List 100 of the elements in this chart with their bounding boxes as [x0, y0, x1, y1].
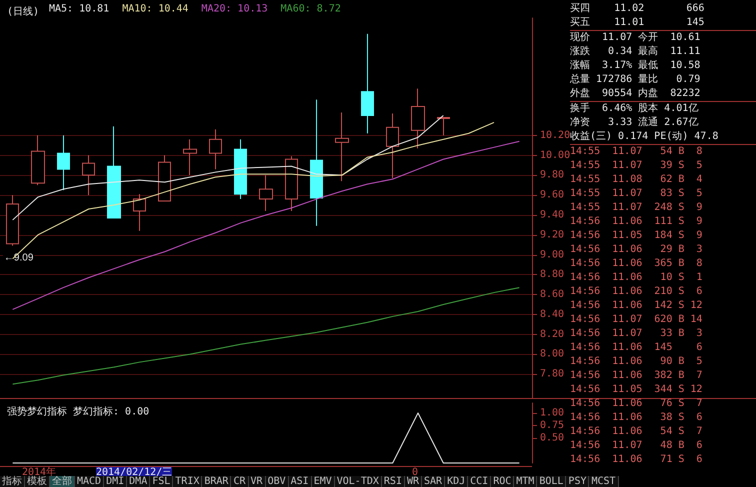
y-tick-label: 8.00 [540, 348, 564, 360]
candlestick [209, 128, 222, 170]
text: MCST [589, 476, 619, 487]
text: 买四 11.02 666 [570, 2, 706, 16]
text: VR [248, 476, 266, 487]
text: BOLL [537, 476, 566, 487]
y-tick-label: 10.00 [540, 150, 570, 161]
text: 外盘 90554 内盘 82232 [570, 87, 756, 102]
text: 涨幅 3.17% 最低 10.58 [570, 59, 702, 73]
text: BRAR [202, 476, 232, 487]
candlestick [411, 88, 425, 149]
candlestick [82, 154, 95, 196]
text: EMV [312, 476, 335, 487]
text: 0 [412, 467, 418, 478]
text: 买五 11.01 145 [570, 16, 756, 31]
text: 换手 6.46% 股本 4.01亿 [570, 102, 700, 116]
text: 模板 [25, 476, 50, 487]
text: KDJ [445, 476, 468, 487]
candlestick [386, 112, 399, 179]
text: TRIX [173, 476, 202, 487]
text: MTM [514, 476, 538, 487]
candlestick [158, 154, 171, 202]
y-tick-label: 8.60 [540, 289, 564, 300]
text: 14:56 11.07 48 B 6 [570, 439, 704, 453]
text: 14:55 11.07 54 B 8 [570, 145, 704, 159]
text: 指标 [0, 476, 25, 487]
candlestick [57, 134, 70, 191]
text: ASI [288, 476, 312, 487]
text: MA20: 10.13 [201, 4, 268, 14]
text: 14:55 11.07 83 S 5 [570, 187, 704, 201]
y-tick-label: 0.75 [540, 420, 564, 431]
text: 2014/02/12/三 [96, 467, 172, 478]
text: 净资 3.33 流通 2.67亿 [570, 116, 700, 130]
candlestick [31, 134, 45, 186]
text: 14:56 11.06 38 S 6 [570, 411, 704, 425]
text: 14:56 11.06 90 B 5 [570, 355, 704, 369]
text: 14:56 11.06 10 S 1 [570, 271, 704, 285]
candlestick [133, 194, 146, 232]
text: 14:56 11.06 29 B 3 [570, 243, 704, 257]
y-tick-label: 8.20 [540, 328, 564, 340]
text: 14:56 11.07 620 B 14 [570, 313, 704, 327]
y-tick-label: 9.20 [540, 229, 564, 240]
text: WR [404, 476, 422, 487]
y-tick-label: 8.80 [540, 269, 564, 280]
text: 14:56 11.06 382 B 7 [570, 369, 704, 383]
text: 14:56 11.06 145 6 [570, 341, 704, 355]
y-tick-label: 9.00 [540, 249, 564, 260]
candlestick [183, 138, 197, 176]
text: VOL-TDX [334, 476, 382, 487]
candlestick [285, 156, 298, 212]
text: DMA [127, 476, 150, 487]
y-tick-label: 8.40 [540, 308, 564, 320]
text: 14:56 11.06 71 S 6 [570, 453, 704, 467]
candlestick [310, 99, 323, 226]
annotation: ←9.09 [4, 252, 34, 264]
text: DMI [104, 476, 128, 487]
text: MACD [75, 476, 104, 487]
text: 14:56 11.06 365 B 8 [570, 257, 704, 271]
text: 14:55 11.07 248 S 9 [570, 201, 704, 215]
text: 14:56 11.05 184 S 9 [570, 229, 704, 243]
text: PSY [566, 476, 590, 487]
text: MA5: 10.81 [49, 4, 110, 14]
candlestick [335, 112, 349, 182]
y-tick-label: 0.50 [540, 432, 564, 444]
y-tick-label: 9.80 [540, 170, 564, 181]
line-series [12, 287, 520, 385]
y-tick-label: 9.40 [540, 209, 564, 220]
candlestick [6, 194, 19, 246]
text: 涨跌 0.34 最高 11.11 [570, 45, 702, 59]
chart-title: 强势梦幻指标 梦幻指标: 0.00 [7, 406, 150, 418]
text: 收益(三) 0.174 PE(动) 47.8 [570, 130, 756, 145]
text: 14:56 11.07 33 B 3 [570, 327, 704, 341]
text: 14:55 11.07 39 S 5 [570, 159, 704, 173]
text: FSL [150, 476, 174, 487]
text: 现价 11.07 今开 10.61 [570, 31, 702, 45]
y-tick-label: 9.60 [540, 190, 564, 201]
chart-title: (日线) [7, 6, 40, 18]
text: RSI [382, 476, 405, 487]
text: 14:56 11.06 111 S 9 [570, 215, 704, 229]
text: 总量 172786 量比 0.79 [570, 73, 702, 87]
text: CCI [468, 476, 492, 487]
candlestick [107, 126, 121, 218]
y-tick-label: 1.00 [540, 408, 564, 418]
text: 全部 [50, 476, 75, 487]
y-tick-label: 7.80 [540, 368, 564, 380]
text: OBV [266, 476, 289, 487]
text: SAR [422, 476, 446, 487]
text: CR [231, 476, 249, 487]
y-tick-label: 10.20 [540, 130, 570, 141]
line-series [12, 114, 444, 220]
text: 14:56 11.06 76 S 7 [570, 397, 704, 411]
candlestick [234, 138, 247, 200]
candlestick [361, 33, 374, 134]
text: 14:55 11.08 62 B 4 [570, 173, 704, 187]
candlestick [259, 174, 273, 212]
text: 14:56 11.06 54 S 7 [570, 425, 704, 439]
text: 14:56 11.05 344 S 12 [570, 383, 704, 397]
text: 14:56 11.06 142 S 12 [570, 299, 704, 313]
text: MA10: 10.44 [122, 4, 188, 14]
text: ROC [491, 476, 514, 487]
